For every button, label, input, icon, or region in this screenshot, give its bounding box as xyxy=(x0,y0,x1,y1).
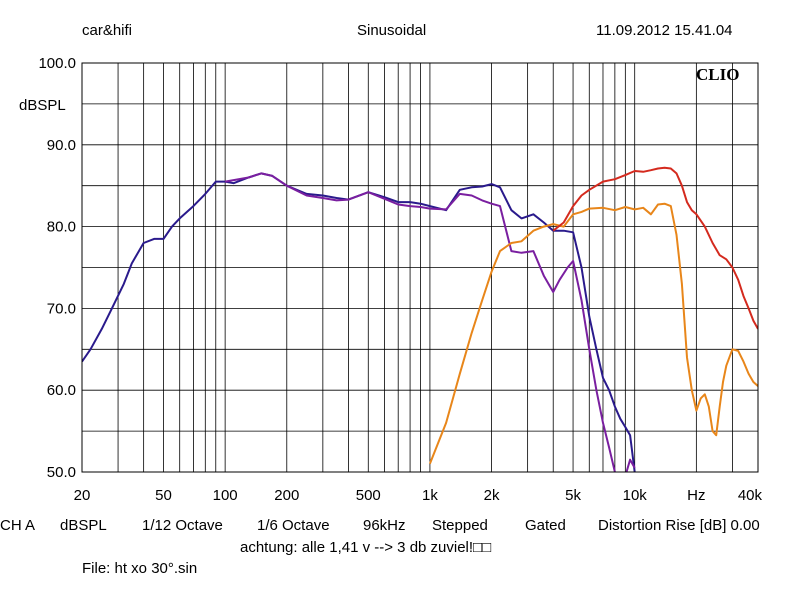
x-tick-label: Hz xyxy=(687,487,705,504)
x-tick-label: 200 xyxy=(274,487,299,504)
status-bar: CH A dBSPL 1/12 Octave 1/6 Octave 96kHz … xyxy=(0,517,800,537)
header-left-label: car&hifi xyxy=(82,22,133,39)
x-tick-label: 100 xyxy=(213,487,238,504)
x-tick-label: 20 xyxy=(74,487,91,504)
status-channel: CH A xyxy=(0,517,36,534)
x-tick-label: 50 xyxy=(155,487,172,504)
warning-note: achtung: alle 1,41 v --> 3 db zuviel!□□ xyxy=(240,539,492,556)
y-tick-label: 100.0 xyxy=(38,55,76,72)
frequency-response-chart: 100.0 90.0 80.0 70.0 60.0 50.0 20 50 100 200 500 1… xyxy=(19,55,763,504)
series-line-3 xyxy=(428,202,758,465)
y-axis-label: dBSPL xyxy=(19,97,66,114)
status-mode: Stepped xyxy=(432,517,488,534)
x-tick-label: 10k xyxy=(623,487,648,504)
series-layer xyxy=(82,166,758,472)
x-tick-label: 2k xyxy=(484,487,500,504)
plot-frame xyxy=(81,62,759,473)
x-axis-ticks: 20 50 100 200 500 1k 2k 5k 10k Hz 40k xyxy=(74,487,763,504)
series-line-1 xyxy=(82,172,636,472)
y-tick-label: 60.0 xyxy=(47,382,76,399)
x-tick-label: 1k xyxy=(422,487,438,504)
grid-lines xyxy=(82,63,758,472)
y-tick-label: 50.0 xyxy=(47,464,76,481)
x-tick-label: 40k xyxy=(738,487,763,504)
y-tick-label: 80.0 xyxy=(47,219,76,236)
status-distortion-rise: Distortion Rise [dB] 0.00 xyxy=(598,517,760,534)
status-gating: Gated xyxy=(525,517,566,534)
series-line-4 xyxy=(552,166,758,330)
status-smoothing-1: 1/12 Octave xyxy=(142,517,223,534)
header-timestamp: 11.09.2012 15.41.04 xyxy=(596,22,733,39)
clio-logo: CLIO xyxy=(696,65,739,84)
y-tick-label: 70.0 xyxy=(47,300,76,317)
file-name: File: ht xo 30°.sin xyxy=(82,560,198,577)
x-tick-label: 5k xyxy=(565,487,581,504)
y-axis-ticks: 100.0 90.0 80.0 70.0 60.0 50.0 xyxy=(38,55,76,481)
x-tick-label: 500 xyxy=(356,487,381,504)
status-smoothing-2: 1/6 Octave xyxy=(257,517,330,534)
status-sample-rate: 96kHz xyxy=(363,517,406,534)
status-unit: dBSPL xyxy=(60,517,107,534)
series-line-2 xyxy=(224,172,636,472)
header-measurement-type: Sinusoidal xyxy=(357,22,427,39)
y-tick-label: 90.0 xyxy=(47,137,76,154)
